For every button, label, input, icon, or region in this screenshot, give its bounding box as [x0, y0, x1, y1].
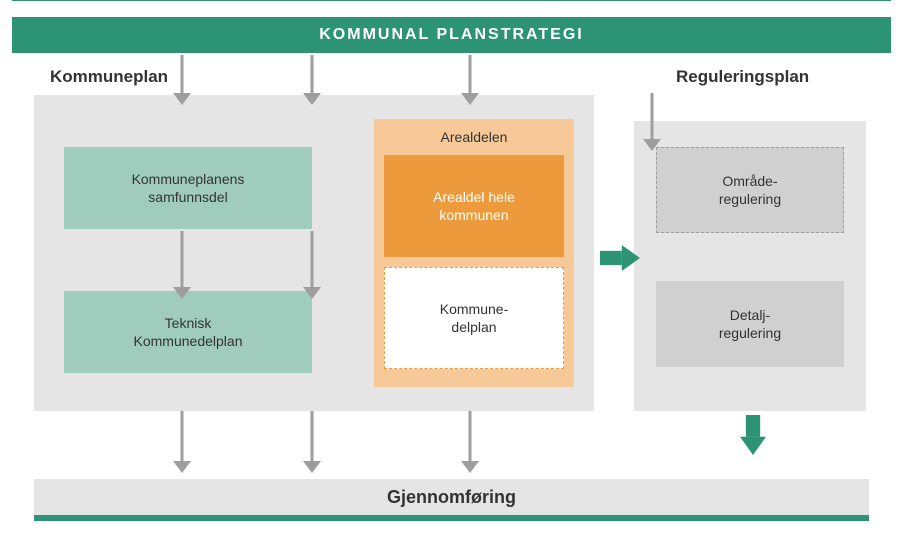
box-areal-hele: Arealdel helekommunen: [384, 155, 564, 257]
footer-label: Gjennomføring: [387, 487, 516, 508]
box-omrade-regulering: Område-regulering: [656, 147, 844, 233]
panel-arealdelen: Arealdelen Arealdel helekommunen Kommune…: [374, 119, 574, 387]
box-areal-hele-label: Arealdel helekommunen: [433, 188, 515, 224]
box-samfunnsdel-label: Kommuneplanenssamfunnsdel: [132, 170, 245, 206]
header-bar: KOMMUNAL PLANSTRATEGI: [12, 17, 891, 53]
arrow-down-icon: [303, 55, 321, 105]
header-label: KOMMUNAL PLANSTRATEGI: [319, 26, 584, 44]
arrow-down-icon: [173, 231, 191, 299]
box-detalj-regulering: Detalj-regulering: [656, 281, 844, 367]
arrow-down-icon: [461, 55, 479, 105]
box-teknisk-label: TekniskKommunedelplan: [134, 314, 243, 350]
arrow-green-right: [600, 245, 640, 276]
box-omrade-label: Område-regulering: [719, 172, 781, 208]
box-detalj-label: Detalj-regulering: [719, 306, 781, 342]
footer-bar: Gjennomføring: [34, 479, 869, 521]
box-teknisk: TekniskKommunedelplan: [64, 291, 312, 373]
arealdelen-title: Arealdelen: [374, 129, 574, 145]
arrow-green-down: [740, 415, 766, 460]
arrow-down-icon: [461, 411, 479, 473]
arrow-down-icon: [303, 231, 321, 299]
section-title-reguleringsplan: Reguleringsplan: [676, 67, 809, 87]
box-kommune-delplan: Kommune-delplan: [384, 267, 564, 369]
box-samfunnsdel: Kommuneplanenssamfunnsdel: [64, 147, 312, 229]
box-kommune-delplan-label: Kommune-delplan: [440, 300, 508, 336]
arrow-down-icon: [173, 411, 191, 473]
diagram-canvas: KOMMUNAL PLANSTRATEGI Kommuneplan Regule…: [12, 0, 891, 547]
arrow-down-icon: [173, 55, 191, 105]
section-title-kommuneplan: Kommuneplan: [50, 67, 168, 87]
arrow-down-icon: [303, 411, 321, 473]
arrow-down-icon: [643, 93, 661, 151]
